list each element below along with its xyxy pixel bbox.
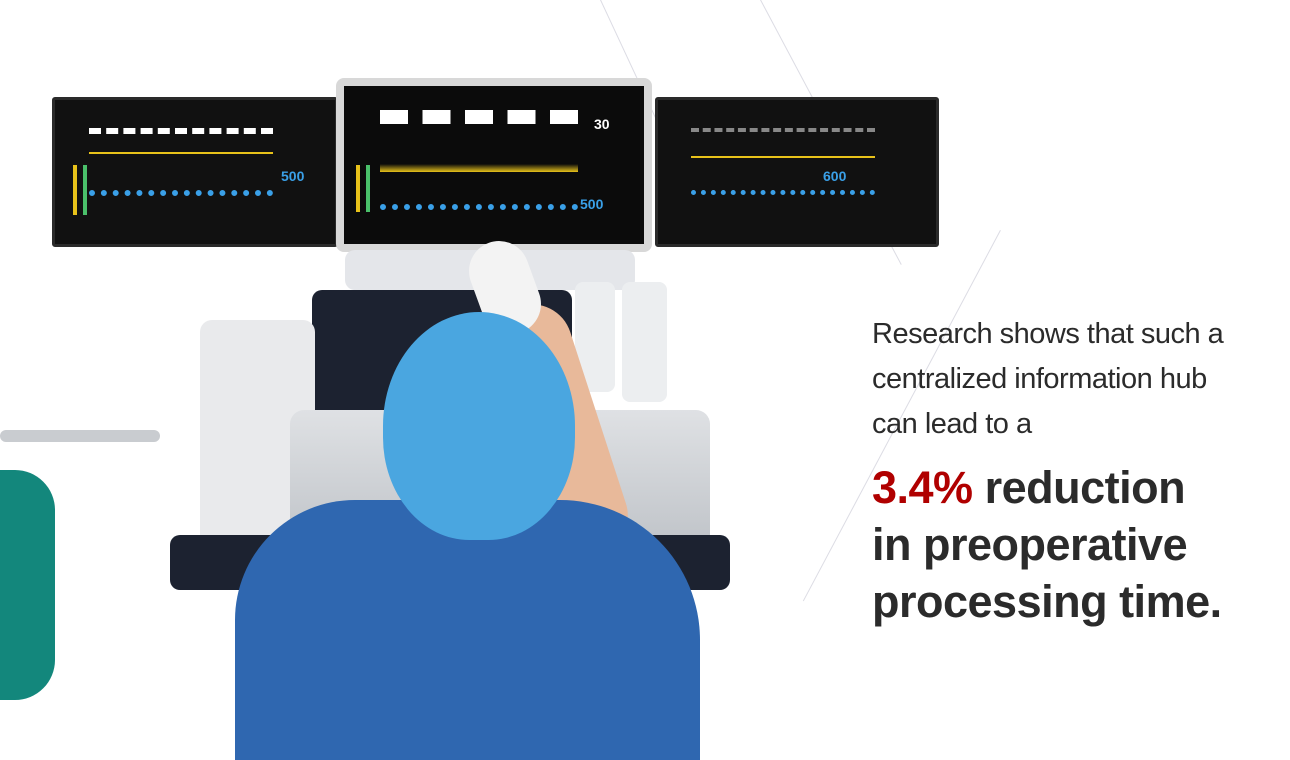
level-bar <box>356 165 360 213</box>
monitor-readout: 500 <box>580 196 604 212</box>
waveform-blue <box>88 190 274 196</box>
waveform-blue <box>380 204 578 210</box>
side-rail <box>0 430 160 442</box>
left-monitor: 500 <box>52 97 338 247</box>
caption: Research shows that such a centralized i… <box>872 312 1282 630</box>
level-bar <box>83 164 87 216</box>
headline-line-3: processing time. <box>872 576 1222 627</box>
headline-line-2: in preoperative <box>872 519 1188 570</box>
waveform-yellow <box>691 156 875 158</box>
waveform-white <box>691 128 875 132</box>
monitor-readout: 600 <box>823 168 847 184</box>
center-monitor[interactable]: 30 500 <box>336 78 652 252</box>
right-monitor: 600 <box>655 97 939 247</box>
highlight-stat: 3.4% <box>872 462 973 513</box>
caption-headline: 3.4% reduction in preoperative processin… <box>872 459 1282 630</box>
level-bar <box>366 165 370 213</box>
waveform-blue <box>691 190 875 195</box>
waveform-yellow <box>88 152 274 154</box>
level-bar <box>73 164 77 216</box>
caption-lead: Research shows that such a centralized i… <box>872 318 1224 440</box>
breathing-bag <box>0 470 55 700</box>
monitor-readout: 30 <box>594 116 610 132</box>
waveform-yellow <box>380 164 578 172</box>
waveform-white <box>88 128 274 134</box>
clinician-cap <box>383 312 575 540</box>
monitor-readout: 500 <box>281 168 305 184</box>
headline-line-1: 3.4% reduction <box>872 459 1282 516</box>
headline-text: reduction <box>972 462 1186 513</box>
vaporizer <box>622 282 667 402</box>
clinician-scrubs <box>235 500 700 760</box>
waveform-white <box>380 110 578 124</box>
